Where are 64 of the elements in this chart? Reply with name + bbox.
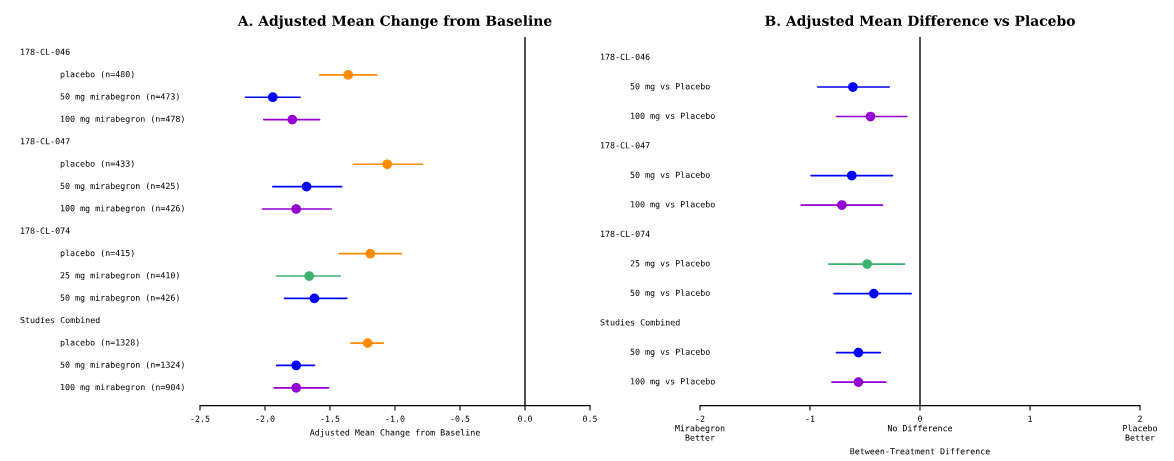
category-label: 100 mg mirabegron (n=426) xyxy=(61,204,184,214)
x-tick-label: -0.5 xyxy=(451,415,470,422)
point xyxy=(853,347,864,358)
category-label: 50 mg vs Placebo xyxy=(630,348,710,357)
category-label: 178-CL-074 xyxy=(21,227,70,234)
x-tick-label: -2.0 xyxy=(256,415,275,422)
point xyxy=(837,200,847,210)
chart-title: B. Adjusted Mean Difference vs Placebo xyxy=(765,15,1075,29)
category-label: placebo (n=480) xyxy=(60,70,134,79)
x-tick-label: -1.5 xyxy=(321,415,340,422)
point xyxy=(301,181,312,192)
point xyxy=(291,204,302,214)
category-label: 178-CL-074 xyxy=(601,230,650,237)
point xyxy=(309,293,320,304)
x-tick-label: -2.5 xyxy=(191,415,210,422)
point xyxy=(343,70,354,80)
x-tick-label: 1 xyxy=(1028,415,1032,422)
point xyxy=(304,271,315,281)
x-axis-title: Between-Treatment Difference xyxy=(850,447,990,455)
point xyxy=(365,248,376,259)
category-label: 50 mg vs Placebo xyxy=(630,171,710,180)
x-tick-label: 2 Placebo Better xyxy=(1123,415,1157,441)
category-label: 178-CL-047 xyxy=(21,138,70,145)
category-label: 25 mg vs Placebo xyxy=(630,259,710,269)
category-label: 100 mg vs Placebo xyxy=(631,112,715,121)
point xyxy=(287,114,298,125)
category-label: 50 mg mirabegron (n=425) xyxy=(60,182,179,191)
x-tick-label: -1.0 xyxy=(386,415,405,422)
point xyxy=(382,159,393,170)
x-tick-label: -1 xyxy=(806,415,815,422)
x-tick-label: -2 Mirabegron Better xyxy=(675,415,725,441)
category-label: 50 mg mirabegron (n=426) xyxy=(60,294,179,303)
category-label: 100 mg mirabegron (n=904) xyxy=(61,383,184,392)
category-label: 50 mg vs Placebo xyxy=(630,82,710,92)
point xyxy=(865,111,876,122)
point xyxy=(868,288,879,299)
chart-title: A. Adjusted Mean Change from Baseline xyxy=(237,15,552,29)
x-tick-label: 0.0 xyxy=(518,415,532,422)
category-label: 100 mg mirabegron (n=478) xyxy=(61,115,184,124)
category-label: 50 mg mirabegron (n=1324) xyxy=(60,361,184,370)
category-label: Studies Combined xyxy=(600,319,680,326)
category-label: 178-CL-047 xyxy=(601,142,650,149)
category-label: 178-CL-046 xyxy=(21,48,70,55)
point xyxy=(362,338,373,348)
category-label: placebo (n=433) xyxy=(60,160,134,169)
category-label: 50 mg vs Placebo xyxy=(630,289,710,298)
category-label: 25 mg mirabegron (n=410) xyxy=(60,271,179,281)
category-label: 50 mg mirabegron (n=473) xyxy=(60,93,179,102)
category-label: placebo (n=1328) xyxy=(60,339,139,348)
point xyxy=(291,382,302,393)
x-tick-label: 0.5 xyxy=(583,415,597,422)
category-label: placebo (n=415) xyxy=(60,249,134,258)
category-label: Studies Combined xyxy=(20,316,100,324)
category-label: 100 mg vs Placebo xyxy=(631,200,715,210)
point xyxy=(846,170,857,181)
point xyxy=(267,92,278,103)
category-label: 178-CL-046 xyxy=(601,53,650,60)
category-label: 100 mg vs Placebo xyxy=(631,377,715,387)
point xyxy=(291,360,302,371)
x-axis-title: Adjusted Mean Change from Baseline xyxy=(309,429,480,438)
point xyxy=(853,377,864,387)
point xyxy=(862,259,873,269)
x-tick-label: 0 No Difference xyxy=(887,415,953,432)
point xyxy=(848,82,858,92)
